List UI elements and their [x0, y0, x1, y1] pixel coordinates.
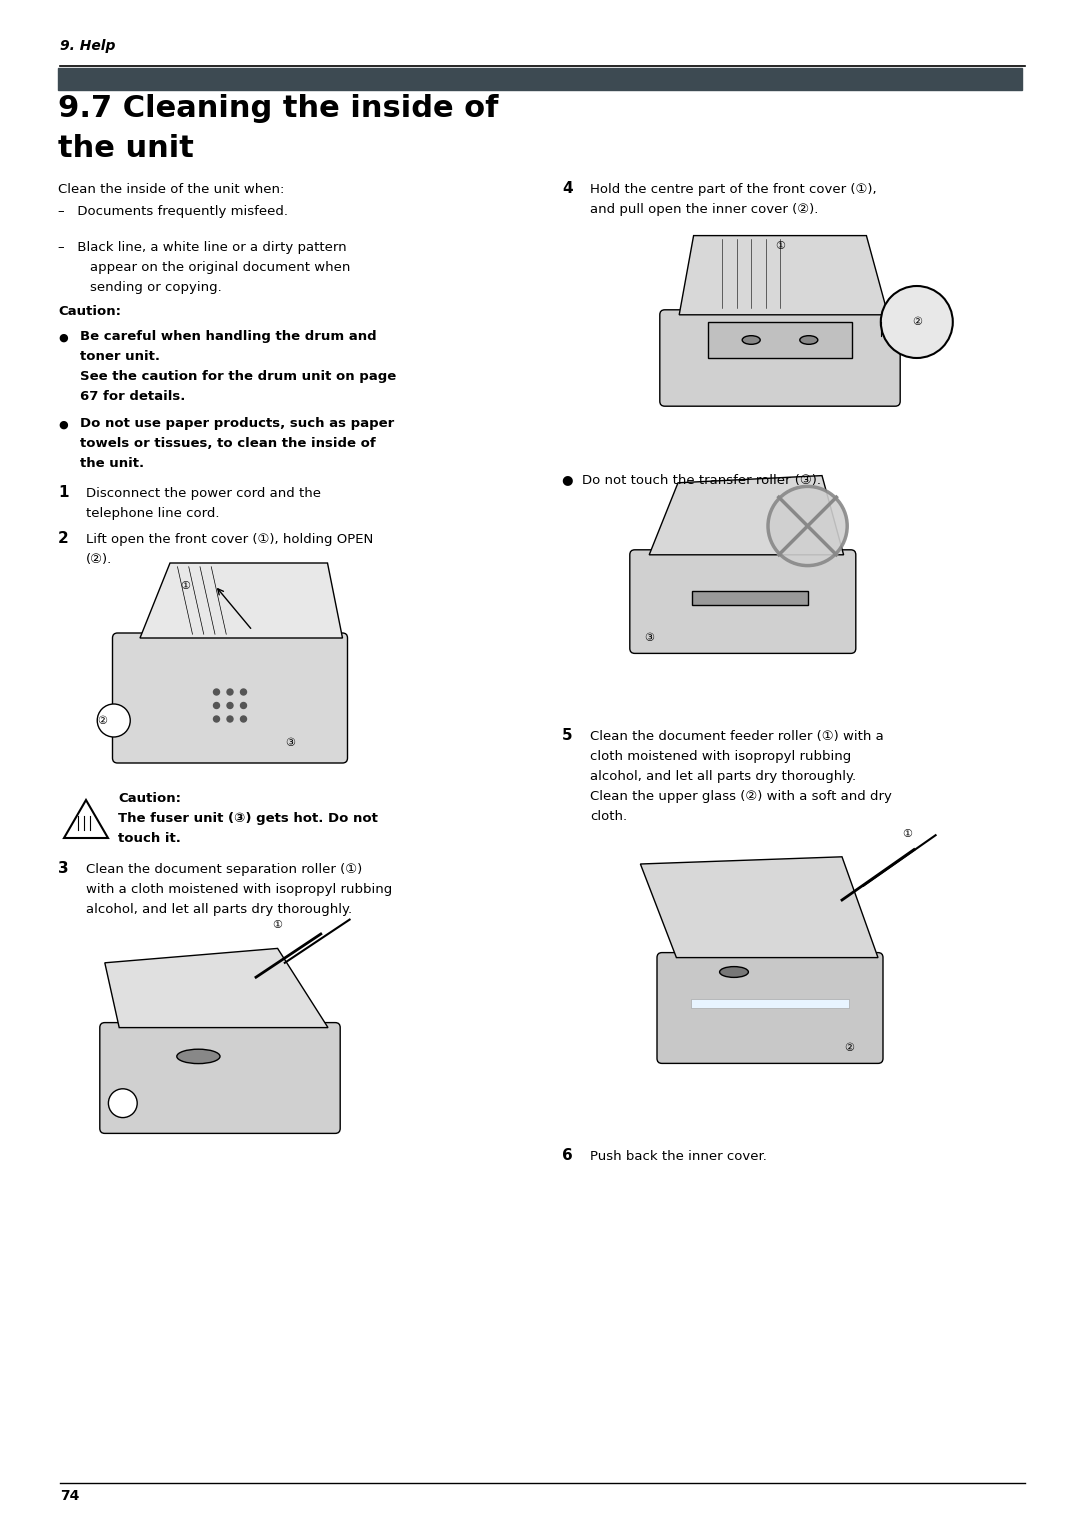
- Text: –   Documents frequently misfeed.: – Documents frequently misfeed.: [58, 205, 288, 219]
- Text: ③: ③: [644, 633, 654, 643]
- Text: towels or tissues, to clean the inside of: towels or tissues, to clean the inside o…: [80, 437, 376, 451]
- FancyBboxPatch shape: [630, 550, 855, 654]
- Text: the unit: the unit: [58, 134, 194, 163]
- Text: 74: 74: [60, 1488, 79, 1504]
- Polygon shape: [649, 475, 843, 555]
- Text: with a cloth moistened with isopropyl rubbing: with a cloth moistened with isopropyl ru…: [86, 883, 392, 895]
- Text: 6: 6: [562, 1148, 572, 1163]
- Circle shape: [214, 717, 219, 723]
- Text: (②).: (②).: [86, 553, 112, 565]
- Text: toner unit.: toner unit.: [80, 350, 160, 364]
- Circle shape: [768, 486, 847, 565]
- Text: Disconnect the power cord and the: Disconnect the power cord and the: [86, 487, 321, 500]
- Text: Lift open the front cover (①), holding OPEN: Lift open the front cover (①), holding O…: [86, 533, 374, 545]
- Text: Clean the document separation roller (①): Clean the document separation roller (①): [86, 863, 362, 876]
- Ellipse shape: [719, 967, 748, 978]
- Polygon shape: [140, 562, 342, 639]
- Text: ①: ①: [272, 920, 283, 931]
- Text: The fuser unit (③) gets hot. Do not: The fuser unit (③) gets hot. Do not: [118, 811, 378, 825]
- Bar: [692, 591, 808, 605]
- Text: cloth.: cloth.: [590, 810, 627, 824]
- Text: ②: ②: [912, 316, 922, 327]
- Text: 9.7 Cleaning the inside of: 9.7 Cleaning the inside of: [58, 95, 498, 122]
- Polygon shape: [64, 801, 108, 837]
- Circle shape: [108, 1089, 137, 1117]
- Text: alcohol, and let all parts dry thoroughly.: alcohol, and let all parts dry thoroughl…: [86, 903, 352, 915]
- Circle shape: [214, 689, 219, 695]
- Circle shape: [881, 286, 953, 358]
- Text: Hold the centre part of the front cover (①),: Hold the centre part of the front cover …: [590, 183, 877, 196]
- Text: sending or copying.: sending or copying.: [90, 281, 221, 293]
- Text: Be careful when handling the drum and: Be careful when handling the drum and: [80, 330, 377, 342]
- Text: 2: 2: [58, 532, 69, 545]
- Text: 67 for details.: 67 for details.: [80, 390, 186, 403]
- Text: cloth moistened with isopropyl rubbing: cloth moistened with isopropyl rubbing: [590, 750, 851, 762]
- Text: appear on the original document when: appear on the original document when: [90, 261, 350, 274]
- Circle shape: [241, 703, 246, 709]
- Text: ●: ●: [58, 420, 68, 429]
- Text: ②: ②: [97, 715, 108, 726]
- Text: ①: ①: [180, 581, 190, 590]
- Text: 9. Help: 9. Help: [60, 40, 116, 53]
- Circle shape: [227, 689, 233, 695]
- Text: See the caution for the drum unit on page: See the caution for the drum unit on pag…: [80, 370, 396, 384]
- Ellipse shape: [177, 1050, 220, 1063]
- Text: and pull open the inner cover (②).: and pull open the inner cover (②).: [590, 203, 819, 215]
- Text: Clean the upper glass (②) with a soft and dry: Clean the upper glass (②) with a soft an…: [590, 790, 892, 804]
- Ellipse shape: [800, 336, 818, 344]
- Text: 5: 5: [562, 727, 572, 743]
- FancyBboxPatch shape: [660, 310, 901, 406]
- Text: Caution:: Caution:: [118, 792, 181, 805]
- Polygon shape: [640, 857, 878, 958]
- Circle shape: [97, 704, 131, 736]
- Circle shape: [227, 703, 233, 709]
- Text: alcohol, and let all parts dry thoroughly.: alcohol, and let all parts dry thoroughl…: [590, 770, 856, 782]
- Polygon shape: [679, 235, 888, 315]
- Text: Clean the inside of the unit when:: Clean the inside of the unit when:: [58, 183, 284, 196]
- Text: telephone line cord.: telephone line cord.: [86, 507, 219, 520]
- FancyBboxPatch shape: [99, 1022, 340, 1134]
- FancyBboxPatch shape: [657, 952, 883, 1063]
- Circle shape: [214, 703, 219, 709]
- Text: ①: ①: [775, 241, 785, 252]
- Text: the unit.: the unit.: [80, 457, 144, 471]
- Bar: [58, 69, 1022, 90]
- Circle shape: [227, 717, 233, 723]
- Bar: [708, 322, 852, 358]
- Text: Do not use paper products, such as paper: Do not use paper products, such as paper: [80, 417, 394, 429]
- Text: ③: ③: [285, 738, 295, 749]
- Circle shape: [241, 689, 246, 695]
- Text: ①: ①: [902, 828, 912, 839]
- Bar: [691, 999, 849, 1008]
- Text: ②: ②: [845, 1042, 854, 1053]
- FancyBboxPatch shape: [112, 633, 348, 762]
- Text: –   Black line, a white line or a dirty pattern: – Black line, a white line or a dirty pa…: [58, 241, 347, 254]
- Circle shape: [241, 717, 246, 723]
- Text: ●: ●: [58, 333, 68, 342]
- Text: Push back the inner cover.: Push back the inner cover.: [590, 1151, 767, 1163]
- Ellipse shape: [742, 336, 760, 344]
- Text: ●  Do not touch the transfer roller (③).: ● Do not touch the transfer roller (③).: [562, 474, 821, 486]
- Text: touch it.: touch it.: [118, 833, 180, 845]
- Text: Caution:: Caution:: [58, 306, 121, 318]
- Text: Clean the document feeder roller (①) with a: Clean the document feeder roller (①) wit…: [590, 730, 883, 743]
- Text: 1: 1: [58, 484, 68, 500]
- Polygon shape: [105, 949, 328, 1028]
- Text: 4: 4: [562, 180, 572, 196]
- Text: 3: 3: [58, 860, 69, 876]
